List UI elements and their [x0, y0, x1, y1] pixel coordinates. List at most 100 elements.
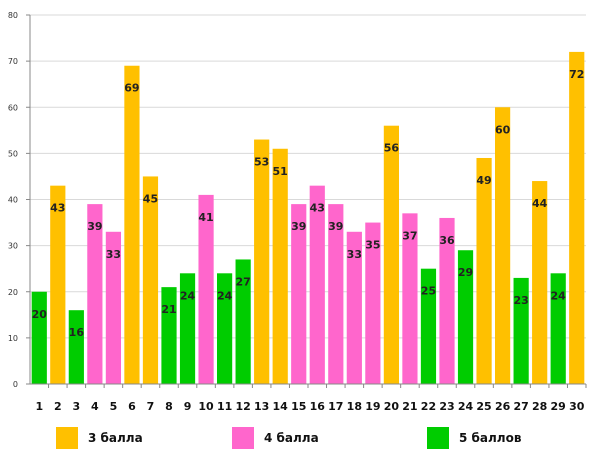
data-label-12: 27 [235, 275, 250, 288]
bar-13 [254, 139, 270, 384]
data-label-16: 43 [310, 202, 325, 215]
x-tick-label-4: 4 [91, 400, 99, 413]
x-tick-label-16: 16 [310, 400, 326, 413]
data-label-18: 33 [347, 248, 362, 261]
y-tick-label: 80 [8, 11, 18, 20]
x-tick-label-14: 14 [273, 400, 289, 413]
x-tick-label-24: 24 [458, 400, 474, 413]
data-label-5: 33 [106, 248, 121, 261]
data-label-30: 72 [569, 68, 584, 81]
bar-29 [550, 273, 566, 384]
data-label-20: 56 [384, 142, 400, 155]
x-tick-label-10: 10 [198, 400, 214, 413]
data-label-6: 69 [124, 82, 139, 95]
bar-25 [476, 157, 492, 384]
bar-4 [87, 204, 103, 384]
data-label-28: 44 [532, 197, 548, 210]
x-tick-label-1: 1 [35, 400, 43, 413]
data-label-9: 24 [180, 289, 196, 302]
legend-label-3: 3 балла [88, 431, 143, 445]
data-label-2: 43 [50, 202, 65, 215]
bar-15 [291, 204, 307, 384]
bar-3 [68, 310, 84, 384]
x-tick-label-28: 28 [532, 400, 547, 413]
x-tick-label-27: 27 [513, 400, 528, 413]
y-tick-label: 0 [13, 380, 18, 389]
bar-8 [161, 287, 177, 384]
x-tick-label-2: 2 [54, 400, 62, 413]
x-tick-label-5: 5 [110, 400, 118, 413]
data-label-15: 39 [291, 220, 306, 233]
y-tick-label: 30 [8, 242, 18, 251]
x-tick-label-30: 30 [569, 400, 585, 413]
bar-30 [569, 51, 585, 385]
bar-27 [513, 277, 529, 384]
legend-item-5: 5 баллов [427, 426, 521, 450]
data-labels: 2043163933694521244124275351394339333556… [32, 68, 585, 339]
bar-14 [272, 148, 288, 384]
bar-10 [198, 194, 214, 384]
legend-item-4: 4 балла [232, 426, 319, 450]
x-tick-label-11: 11 [217, 400, 232, 413]
data-label-7: 45 [143, 192, 158, 205]
x-tick-label-3: 3 [73, 400, 81, 413]
data-label-26: 60 [495, 123, 511, 136]
bar-20 [383, 125, 399, 384]
x-tick-label-13: 13 [254, 400, 269, 413]
legend-item-3: 3 балла [56, 426, 143, 450]
x-tick-label-20: 20 [384, 400, 400, 413]
x-tick-label-17: 17 [328, 400, 343, 413]
bar-9 [179, 273, 196, 384]
y-tick-label: 60 [8, 103, 18, 112]
bar-17 [328, 204, 344, 384]
legend-swatch-5 [427, 427, 449, 449]
bar-2 [50, 185, 66, 384]
y-tick-label: 50 [8, 149, 18, 158]
data-label-17: 39 [328, 220, 343, 233]
x-tick-label-21: 21 [402, 400, 417, 413]
data-label-23: 36 [439, 234, 455, 247]
data-label-27: 23 [513, 294, 528, 307]
bar-21 [402, 213, 418, 384]
bar-1 [31, 291, 47, 384]
x-tick-label-12: 12 [235, 400, 250, 413]
x-tick-label-18: 18 [347, 400, 362, 413]
data-label-3: 16 [69, 326, 85, 339]
bar-26 [495, 107, 511, 384]
y-tick-label: 20 [8, 288, 18, 297]
x-tick-label-8: 8 [165, 400, 173, 413]
x-tick-label-15: 15 [291, 400, 306, 413]
y-axis: 0 10 20 30 40 50 60 70 80 [8, 11, 31, 389]
data-label-25: 49 [476, 174, 491, 187]
legend-swatch-3 [56, 427, 78, 449]
legend-label-4: 4 балла [264, 431, 319, 445]
x-tick-label-23: 23 [439, 400, 454, 413]
bar-5 [105, 231, 121, 384]
data-label-10: 41 [198, 211, 213, 224]
bar-24 [457, 250, 474, 384]
x-tick-label-26: 26 [495, 400, 511, 413]
data-label-22: 25 [421, 285, 436, 298]
bar-12 [235, 259, 251, 384]
bar-23 [439, 217, 455, 384]
legend-label-5: 5 баллов [459, 431, 522, 445]
bar-28 [532, 181, 548, 384]
data-label-11: 24 [217, 289, 233, 302]
legend-swatch-4 [232, 427, 254, 449]
x-tick-label-19: 19 [365, 400, 380, 413]
data-label-14: 51 [273, 165, 288, 178]
x-tick-label-7: 7 [147, 400, 155, 413]
x-tick-label-29: 29 [551, 400, 566, 413]
x-tick-label-9: 9 [184, 400, 192, 413]
data-label-29: 24 [551, 289, 567, 302]
data-label-19: 35 [365, 239, 380, 252]
y-tick-label: 10 [8, 334, 18, 343]
bar-11 [217, 273, 233, 384]
data-label-8: 21 [161, 303, 176, 316]
bar-7 [142, 176, 159, 384]
bar-18 [346, 231, 362, 384]
bar-19 [365, 222, 381, 384]
x-axis: 1 2 3 4 5 6 7 8 9 10 11 12 13 14 15 16 17 18 19 20 21 22 23 24 2… [30, 383, 587, 413]
gridlines [30, 14, 586, 385]
